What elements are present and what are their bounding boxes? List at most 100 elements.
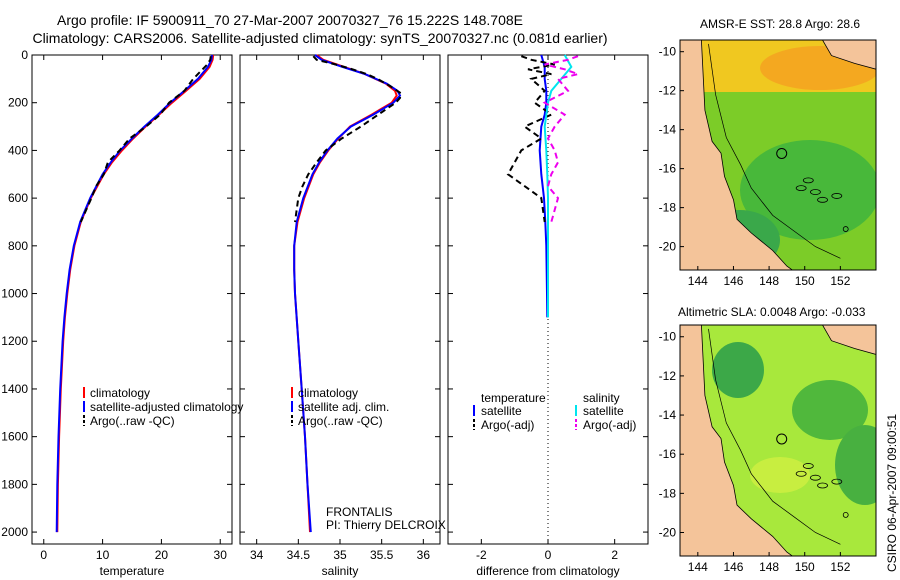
sst-map-contour — [708, 43, 841, 259]
sst-map-reef — [810, 189, 821, 195]
diff-legend-label: satellite — [481, 404, 522, 418]
chart-title-line1: Argo profile: IF 5900911_70 27-Mar-2007 … — [57, 12, 523, 28]
depth-tick-label: 1600 — [1, 430, 28, 444]
depth-tick-label: 0 — [21, 48, 28, 62]
salinity-panel-series-argo-raw-qc- — [294, 55, 402, 223]
sla-map-title: Altimetric SLA: 0.0048 Argo: -0.033 — [678, 305, 866, 319]
salinity-panel-series-satellite-adj-clim- — [293, 54, 402, 533]
salinity-panel-legend-label: Argo(..raw -QC) — [298, 414, 383, 428]
sst-map-land — [680, 40, 793, 270]
diff-legend-header-temp: temperature — [481, 391, 546, 405]
sla-map-ytick-label: -18 — [659, 486, 677, 500]
sla-map-low-patch — [712, 342, 764, 398]
depth-tick-label: 200 — [8, 96, 28, 110]
sst-map-xtick-label: 150 — [795, 274, 815, 288]
sla-map-xtick-label: 150 — [795, 560, 815, 574]
depth-tick-label: 1200 — [1, 334, 28, 348]
diff-legend-label: Argo(-adj) — [481, 418, 534, 432]
difference-panel-series-temperature-satellite — [538, 54, 549, 318]
sst-map-cool-patch — [740, 140, 876, 240]
temperature-panel-series-argo-raw-qc- — [79, 56, 212, 223]
sla-map-frame — [679, 324, 877, 557]
sla-map-xtick-label: 152 — [830, 560, 850, 574]
sla-map-reef — [802, 463, 814, 469]
sst-map-xtick-label: 148 — [759, 274, 779, 288]
sst-map-ytick-label: -10 — [659, 45, 677, 59]
temperature-panel-series-satellite-adjusted-climatology — [55, 54, 213, 533]
difference-panel-series-salinity-argo-adj- — [542, 55, 582, 223]
difference-panel-xlabel: difference from climatology — [476, 564, 619, 578]
sla-map-xtick-label: 148 — [759, 560, 779, 574]
sla-map-content — [680, 325, 876, 556]
temperature-panel-xtick-label: 10 — [96, 548, 110, 562]
depth-tick-label: 2000 — [1, 525, 28, 539]
sla-map-low-patch2 — [792, 380, 868, 440]
sst-map-ytick-label: -18 — [659, 201, 677, 215]
difference-panel-series-salinity-satellite — [543, 54, 573, 318]
diff-legend-label: satellite — [583, 404, 624, 418]
sla-map-reef — [831, 478, 843, 485]
sla-map-ytick-label: -16 — [659, 447, 677, 461]
sst-map-reef — [817, 196, 828, 203]
depth-tick-label: 1000 — [1, 287, 28, 301]
temperature-panel-series-climatology — [56, 54, 215, 533]
sst-map-xtick-label: 152 — [830, 274, 850, 288]
sla-map-reef — [795, 470, 807, 477]
sla-map-low-patch3 — [835, 425, 876, 505]
diff-legend-label: Argo(-adj) — [583, 418, 636, 432]
salinity-panel-frame — [239, 54, 441, 545]
temperature-panel-xlabel: temperature — [100, 564, 165, 578]
salinity-panel-xlabel: salinity — [322, 564, 359, 578]
sst-map-title: AMSR-E SST: 28.8 Argo: 28.6 — [700, 17, 861, 31]
difference-panel-xtick-label: 0 — [545, 548, 552, 562]
depth-tick-label: 1400 — [1, 382, 28, 396]
sst-map-ytick-label: -14 — [659, 123, 677, 137]
temperature-panel-legend-label: climatology — [90, 386, 150, 400]
salinity-panel-xtick-label: 35 — [333, 548, 347, 562]
chart-title-line2: Climatology: CARS2006. Satellite-adjuste… — [32, 30, 608, 46]
sla-map-xtick-label: 146 — [723, 560, 743, 574]
sst-map-xtick-label: 146 — [723, 274, 743, 288]
temperature-panel-legend-label: Argo(..raw -QC) — [90, 414, 175, 428]
pi-label: PI: Thierry DELCROIX — [326, 518, 446, 532]
sst-map-reef — [831, 193, 843, 199]
difference-panel-xtick-label: -2 — [476, 548, 487, 562]
depth-tick-label: 800 — [8, 239, 28, 253]
salinity-panel-xtick-label: 35.5 — [370, 548, 394, 562]
sla-map-land — [680, 325, 793, 556]
sla-map-reef — [810, 474, 821, 481]
salinity-panel-xtick-label: 34.5 — [287, 548, 311, 562]
difference-panel-xtick-label: 2 — [611, 548, 618, 562]
sla-map-ytick-label: -10 — [659, 330, 677, 344]
sst-map-reef — [802, 177, 814, 184]
temperature-panel-xtick-label: 0 — [40, 548, 47, 562]
salinity-panel-legend-label: satellite adj. clim. — [298, 400, 389, 414]
sst-map-ytick-label: -16 — [659, 162, 677, 176]
depth-tick-label: 1800 — [1, 477, 28, 491]
temperature-panel-xtick-label: 20 — [155, 548, 169, 562]
sst-map-frame — [679, 39, 877, 271]
sla-map-xtick-label: 144 — [688, 560, 708, 574]
sla-map-high-patch — [750, 457, 810, 493]
temperature-panel-frame — [31, 54, 233, 545]
sst-map-islet — [842, 226, 849, 232]
temperature-panel-legend-label: satellite-adjusted climatology — [90, 400, 243, 414]
sla-map-float-marker — [776, 433, 788, 445]
sst-map-png-land — [822, 40, 876, 70]
temperature-panel-xtick-label: 30 — [214, 548, 228, 562]
sst-map-ytick-label: -20 — [659, 240, 677, 254]
sla-map-ytick-label: -14 — [659, 408, 677, 422]
depth-tick-label: 600 — [8, 191, 28, 205]
sla-map-ytick-label: -12 — [659, 369, 677, 383]
depth-tick-label: 400 — [8, 143, 28, 157]
sla-map-png-land — [822, 325, 876, 355]
salinity-panel-xtick-label: 34 — [250, 548, 264, 562]
sla-map-reef — [817, 482, 828, 489]
sst-map-content — [680, 40, 876, 270]
sst-map-reef — [795, 185, 807, 192]
sla-map-islet — [842, 511, 849, 518]
frontalis-label: FRONTALIS — [326, 505, 392, 519]
diff-legend-header-sal: salinity — [583, 391, 620, 405]
sst-map-xtick-label: 144 — [688, 274, 708, 288]
